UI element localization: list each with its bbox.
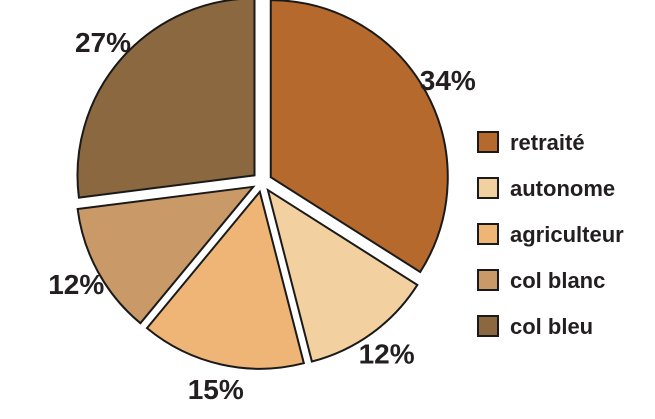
pie-slice-col-bleu [76,0,256,199]
pie-slice-col-blanc [76,185,256,325]
legend-swatch [477,223,499,245]
legend-label: col bleu [510,314,593,339]
legend-label: autonome [510,176,615,201]
legend-swatch [477,315,499,337]
legend-label: retraité [510,130,585,155]
pie-slices [76,0,449,370]
legend-swatch [477,131,499,153]
legend-swatch [477,269,499,291]
pie-slice-agriculteur [145,189,306,370]
percentage-label: 12% [48,269,104,300]
percentage-label: 12% [359,339,415,370]
percentage-label: 27% [75,27,131,58]
pie-slice-autonome [266,187,419,363]
percentage-label: 34% [420,65,476,96]
legend-label: col blanc [510,268,605,293]
legend: retraité autonome agriculteur col blanc col … [477,130,624,339]
legend-label: agriculteur [510,222,624,247]
percentage-labels: 34% 12% 15% 12% 27% [48,27,476,405]
legend-swatch [477,177,499,199]
percentage-label: 15% [188,374,244,405]
pie-slice-retraité [269,0,449,274]
